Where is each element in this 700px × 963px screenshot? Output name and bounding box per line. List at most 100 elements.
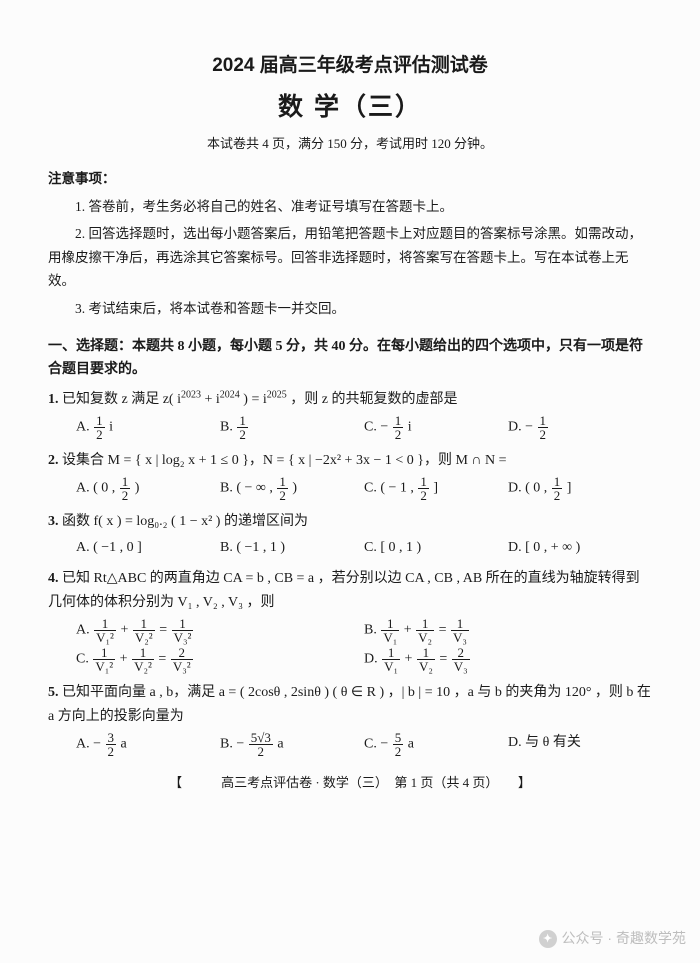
options: A. ( −1 , 0 ] B. ( −1 , 1 ) C. [ 0 , 1 )… <box>48 536 652 562</box>
denom: V₂ <box>417 660 435 673</box>
opt-label: C. − <box>364 736 392 751</box>
option-b: B. 12 <box>220 414 364 441</box>
fraction: 12 <box>393 414 404 441</box>
denom: 2 <box>393 428 404 441</box>
fraction: 1V₁ <box>381 617 399 644</box>
opt-label: B. − <box>220 736 248 751</box>
q-number: 5. <box>48 685 59 700</box>
opt-suffix: ] <box>430 481 438 496</box>
denom: 2 <box>249 745 273 758</box>
question-2: 2. 设集合 M = { x | log₂ x + 1 ≤ 0 }，N = { … <box>48 449 652 473</box>
denom: 2 <box>393 745 404 758</box>
title-sub: 数 学（三） <box>48 86 652 129</box>
denom: 2 <box>538 428 549 441</box>
numer: 1 <box>552 475 563 489</box>
eq: = <box>436 652 451 667</box>
numer: 1 <box>451 617 469 631</box>
fraction: 12 <box>120 475 131 502</box>
option-a: A. 12 i <box>76 414 220 441</box>
option-b: B. ( −1 , 1 ) <box>220 536 364 560</box>
opt-label: D. <box>364 652 381 667</box>
numer: 1 <box>93 646 115 660</box>
denom: V₃² <box>172 631 194 644</box>
opt-suffix: ) <box>289 481 297 496</box>
question-1: 1. 已知复数 z 满足 z( i2023 + i2024 ) = i2025 … <box>48 388 652 412</box>
fraction: 1V₃² <box>172 617 194 644</box>
opt-label: A. <box>76 420 93 435</box>
q-number: 2. <box>48 453 59 468</box>
exponent: 2023 <box>181 390 201 401</box>
watermark: ✦ 公众号 · 奇趣数学苑 <box>539 927 686 951</box>
numer: 5 <box>393 731 404 745</box>
plus: + <box>400 623 415 638</box>
opt-suffix: a <box>404 736 414 751</box>
numer: 1 <box>94 617 116 631</box>
question-5: 5. 已知平面向量 a , b，满足 a = ( 2cosθ , 2sinθ )… <box>48 681 652 729</box>
q-number: 1. <box>48 392 59 407</box>
fraction: 1V₁² <box>94 617 116 644</box>
wechat-icon: ✦ <box>539 930 557 948</box>
eq: = <box>156 623 171 638</box>
plus: + <box>401 652 416 667</box>
numer: 2 <box>452 646 470 660</box>
numer: 1 <box>277 475 288 489</box>
fraction: 52 <box>393 731 404 758</box>
exponent: 2025 <box>267 390 287 401</box>
fraction: 12 <box>552 475 563 502</box>
opt-label: C. <box>76 652 92 667</box>
opt-suffix: i <box>106 420 113 435</box>
opt-label: B. ( − ∞ , <box>220 481 276 496</box>
opt-suffix: i <box>404 420 411 435</box>
option-b: B. 1V₁ + 1V₂ = 1V₃ <box>364 617 652 644</box>
numer: 1 <box>538 414 549 428</box>
q-text: + i <box>201 392 220 407</box>
numer: 1 <box>382 646 400 660</box>
option-d: D. 1V₁ + 1 V₂ = 2V₃ <box>364 646 652 673</box>
watermark-text: 公众号 · 奇趣数学苑 <box>562 927 686 951</box>
denom: 2 <box>237 428 248 441</box>
opt-label: D. − <box>508 420 537 435</box>
numer: 1 <box>132 646 154 660</box>
notice-head: 注意事项： <box>48 167 652 191</box>
numer: 1 <box>237 414 248 428</box>
numer: 1 <box>94 414 105 428</box>
plus: + <box>117 623 132 638</box>
eq: = <box>155 652 170 667</box>
q-number: 3. <box>48 514 59 529</box>
option-a: A. − 32 a <box>76 731 220 758</box>
option-b: B. − 5√32 a <box>220 731 364 758</box>
q-text: 函数 f( x ) = log₀.₂ ( 1 − x² ) 的递增区间为 <box>59 514 308 529</box>
option-a: A. ( −1 , 0 ] <box>76 536 220 560</box>
numer: 5√3 <box>249 731 273 745</box>
opt-label: D. ( 0 , <box>508 481 551 496</box>
options: A. ( 0 , 12 ) B. ( − ∞ , 12 ) C. ( − 1 ,… <box>48 475 652 504</box>
denom: V₂ <box>416 631 434 644</box>
opt-suffix: a <box>274 736 284 751</box>
q-text: ) = i <box>240 392 267 407</box>
options: A. 12 i B. 12 C. − 12 i D. − 12 <box>48 414 652 443</box>
denom: 2 <box>277 489 288 502</box>
page-footer: 【 高三考点评估卷 · 数学（三） 第 1 页（共 4 页） 】 <box>48 772 652 794</box>
fraction: 2V₃² <box>171 646 193 673</box>
q-text: ，则 z 的共轭复数的虚部是 <box>287 392 458 407</box>
fraction: 2V₃ <box>452 646 470 673</box>
notice-item: 3. 考试结束后，将本试卷和答题卡一并交回。 <box>48 297 652 321</box>
denom: 2 <box>94 428 105 441</box>
exam-info: 本试卷共 4 页，满分 150 分，考试用时 120 分钟。 <box>48 133 652 155</box>
fraction: 32 <box>106 731 117 758</box>
numer: 1 <box>133 617 155 631</box>
numer: 3 <box>106 731 117 745</box>
exam-page: 2024 届高三年级考点评估测试卷 数 学（三） 本试卷共 4 页，满分 150… <box>0 0 700 963</box>
q-text: 已知复数 z 满足 z( i <box>59 392 181 407</box>
fraction: 1V₁ <box>382 646 400 673</box>
opt-label: C. ( − 1 , <box>364 481 417 496</box>
q-text: 设集合 M = { x | log₂ x + 1 ≤ 0 }，N = { x |… <box>59 453 507 468</box>
opt-label: C. − <box>364 420 392 435</box>
question-3: 3. 函数 f( x ) = log₀.₂ ( 1 − x² ) 的递增区间为 <box>48 510 652 534</box>
denom: 2 <box>418 489 429 502</box>
denom: V₁² <box>94 631 116 644</box>
q-text: 已知 Rt△ABC 的两直角边 CA = b , CB = a ，若分别以边 C… <box>48 571 640 610</box>
notice-item: 2. 回答选择题时，选出每小题答案后，用铅笔把答题卡上对应题目的答案标号涂黑。如… <box>48 222 652 293</box>
option-c: C. 1V₁² + 1V₂² = 2V₃² <box>76 646 364 673</box>
opt-label: B. <box>220 420 236 435</box>
